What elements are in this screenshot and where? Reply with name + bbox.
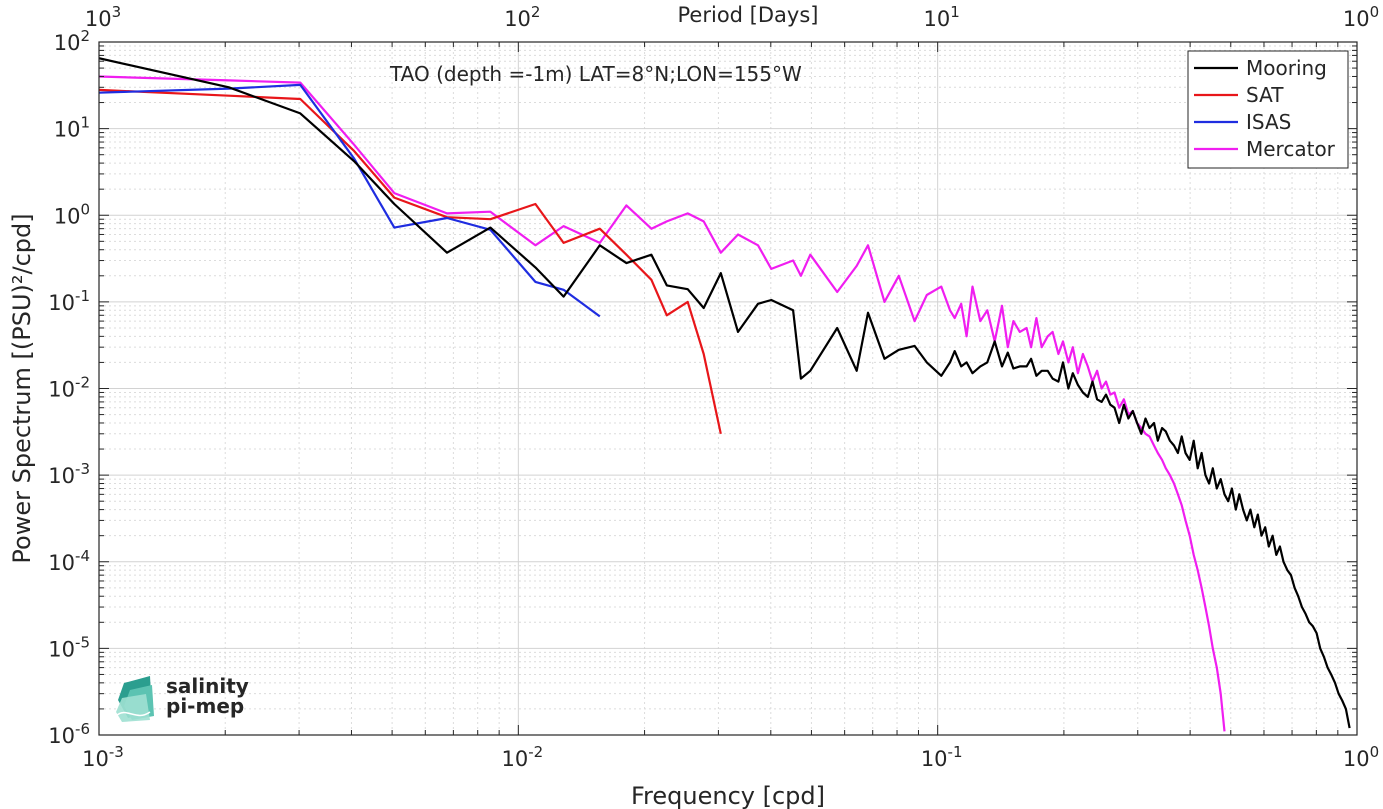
y-tick-label: 10-1: [48, 287, 90, 315]
top-x-tick-label: 100: [1343, 3, 1379, 31]
top-x-axis-title: Period [Days]: [678, 3, 819, 27]
legend-label-sat: SAT: [1246, 83, 1284, 107]
legend-label-isas: ISAS: [1246, 110, 1291, 134]
y-tick-label: 10-6: [48, 720, 90, 748]
salinity-pi-mep-logo: salinity pi-mep: [115, 674, 249, 722]
top-x-tick-label: 103: [85, 3, 121, 31]
y-tick-label: 10-4: [48, 547, 90, 575]
x-tick-label: 10-3: [82, 743, 124, 771]
y-tick-label: 102: [54, 27, 90, 55]
legend-label-mercator: Mercator: [1246, 137, 1336, 161]
x-axis-title: Frequency [cpd]: [631, 782, 825, 809]
legend: Mooring SAT ISAS Mercator: [1187, 50, 1349, 169]
x-tick-label: 100: [1343, 743, 1379, 771]
top-x-tick-label: 101: [924, 3, 960, 31]
series-line-mooring: [99, 57, 1351, 729]
logo-mark-icon: [115, 676, 154, 722]
top-x-tick-label: 102: [504, 3, 540, 31]
x-tick-label: 10-1: [921, 743, 963, 771]
series-line-sat: [99, 88, 722, 435]
y-tick-label: 10-2: [48, 374, 90, 402]
y-tick-label: 10-5: [48, 633, 90, 661]
y-axis-title: Power Spectrum [(PSU)²/cpd]: [8, 213, 36, 563]
legend-label-mooring: Mooring: [1246, 56, 1327, 80]
axis-ticks: [98, 41, 1358, 736]
logo-text-line1: salinity: [166, 674, 249, 698]
logo-text-line2: pi-mep: [166, 694, 244, 718]
y-tick-label: 100: [54, 200, 90, 228]
y-tick-label: 101: [54, 114, 90, 142]
x-tick-label: 10-2: [501, 743, 543, 771]
series-line-isas: [99, 83, 601, 318]
series-line-mercator: [99, 75, 1226, 732]
station-annotation: TAO (depth =-1m) LAT=8°N;LON=155°W: [389, 62, 802, 86]
y-tick-label: 10-3: [48, 460, 90, 488]
series-layer: [99, 57, 1351, 732]
